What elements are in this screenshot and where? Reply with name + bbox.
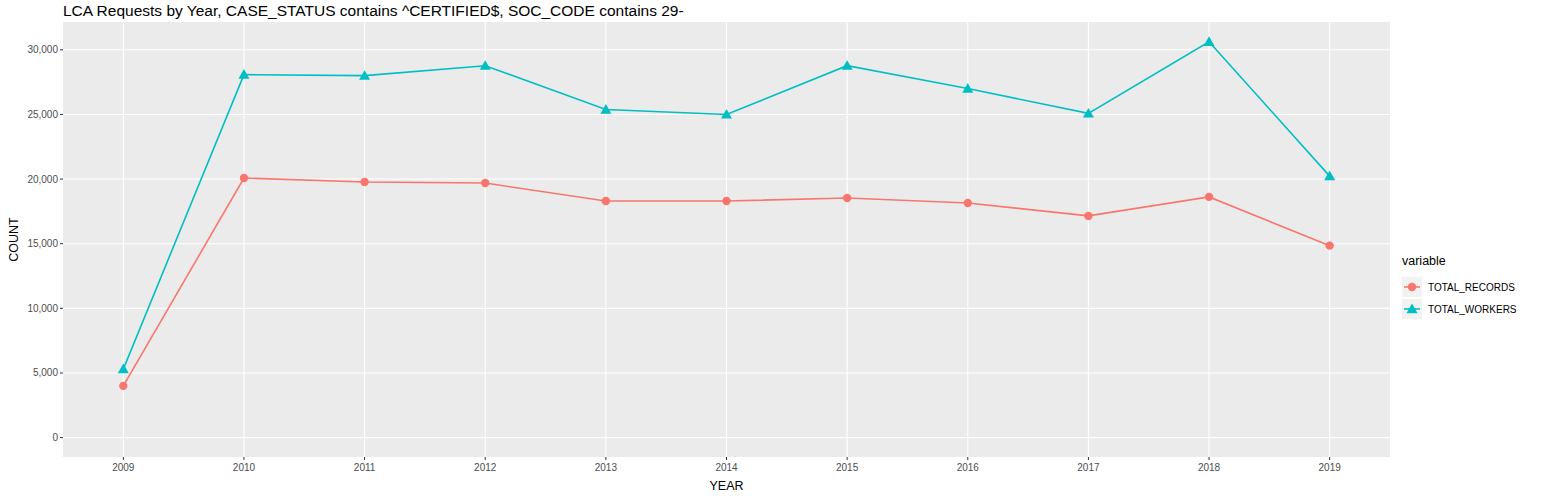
series-point [1324,171,1335,181]
x-tick [1088,457,1089,460]
series-point [843,194,851,202]
x-grid [605,22,606,457]
x-tick [485,457,486,460]
y-tick [60,49,63,50]
x-tick [364,457,365,460]
x-tick [1329,457,1330,460]
series-point [722,197,730,205]
x-grid [1208,22,1209,457]
series-point [842,60,853,70]
x-tick-label: 2013 [595,462,618,473]
x-tick [605,457,606,460]
y-tick [60,437,63,438]
series-point [1325,241,1333,249]
x-tick-label: 2017 [1077,462,1100,473]
x-tick-label: 2016 [957,462,980,473]
legend-marker [1407,304,1418,314]
x-tick-label: 2009 [112,462,135,473]
y-tick-label: 10,000 [27,303,58,314]
x-tick-label: 2015 [836,462,859,473]
x-grid [243,22,244,457]
x-grid [726,22,727,457]
series-line [123,42,1329,369]
series-point [964,199,972,207]
x-tick [967,457,968,460]
series-point [1083,108,1094,118]
legend-key [1402,277,1422,297]
series-point [962,83,973,93]
y-tick-label: 25,000 [27,109,58,120]
x-grid [364,22,365,457]
x-tick [243,457,244,460]
x-tick-label: 2014 [715,462,738,473]
series-point [238,69,249,79]
series-point [119,382,127,390]
x-axis-label: YEAR [709,479,743,493]
x-tick-label: 2012 [474,462,497,473]
y-tick-label: 30,000 [27,44,58,55]
series-point [721,109,732,119]
series-point [600,104,611,114]
y-tick [60,372,63,373]
y-tick [60,308,63,309]
legend-label: TOTAL_WORKERS [1428,304,1517,315]
series-point [481,179,489,187]
x-tick [123,457,124,460]
x-grid [847,22,848,457]
series-point [240,174,248,182]
y-axis-label: COUNT [7,217,21,262]
legend-key [1402,299,1422,319]
title: LCA Requests by Year, CASE_STATUS contai… [63,2,684,19]
legend-title: variable [1402,254,1446,268]
legend-label: TOTAL_RECORDS [1428,282,1515,293]
series-line [123,178,1329,386]
y-tick [60,114,63,115]
x-tick-label: 2018 [1198,462,1221,473]
x-tick [847,457,848,460]
series-point [602,197,610,205]
y-tick-label: 20,000 [27,174,58,185]
series-point [1205,193,1213,201]
y-tick-label: 5,000 [33,367,58,378]
series-point [480,60,491,70]
y-tick [60,179,63,180]
series-point [1204,36,1215,46]
x-tick-label: 2010 [233,462,256,473]
plot-area [118,36,1335,390]
x-grid [123,22,124,457]
background [0,0,1547,500]
series-point [360,178,368,186]
x-grid [1329,22,1330,457]
x-grid [1088,22,1089,457]
x-tick [1209,457,1210,460]
y-tick-label: 0 [52,432,58,443]
x-tick-label: 2019 [1319,462,1342,473]
chart: 0 5,000 10,000 15,000 20,000 25,000 30,000 2009… [0,0,1547,500]
series-point [118,364,129,374]
y-tick-label: 15,000 [27,238,58,249]
x-grid [485,22,486,457]
x-tick-label: 2011 [354,462,376,473]
series-point [1084,212,1092,220]
legend-marker [1408,283,1416,291]
y-tick [60,243,63,244]
series-point [359,70,370,80]
x-tick [726,457,727,460]
panel [63,22,1390,457]
